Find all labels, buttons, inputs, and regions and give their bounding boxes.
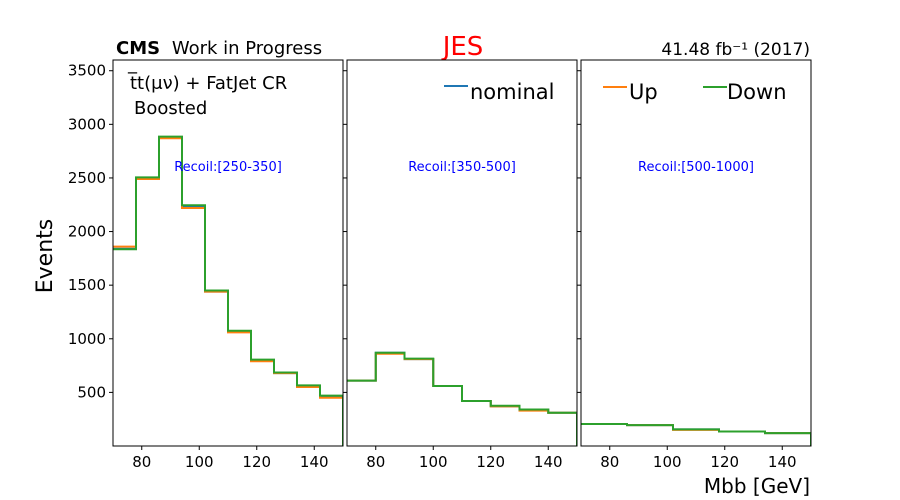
y-tick-label: 1000 <box>68 330 106 348</box>
y-tick-label: 1500 <box>68 276 106 294</box>
x-tick-label: 120 <box>710 453 739 471</box>
y-tick-label: 2000 <box>68 223 106 241</box>
panels: 500 1000 1500 2000 2500 3000 3500 80 100 120 140 Re… <box>68 59 812 471</box>
y-tick-label: 2500 <box>68 169 106 187</box>
x-tick-label: 100 <box>419 453 448 471</box>
series-down-line <box>113 135 343 446</box>
panel-3: 80 100 120 140 Recoil:[500-1000] <box>577 59 812 471</box>
x-tick-label: 100 <box>185 453 214 471</box>
series-down-line <box>347 351 577 446</box>
series-nominal-line <box>581 423 811 446</box>
y-tick-label: 3500 <box>68 62 106 80</box>
panel-1: 500 1000 1500 2000 2500 3000 3500 80 100 120 140 Re… <box>68 59 344 471</box>
lumi-label: 41.48 fb⁻¹ (2017) <box>661 40 810 60</box>
x-tick-label: 80 <box>600 453 619 471</box>
recoil-label: Recoil:[500-1000] <box>638 160 754 175</box>
x-tick-label: 80 <box>132 453 151 471</box>
x-tick-label: 140 <box>534 453 563 471</box>
process-annotation: t̅t(μν) + FatJet CR <box>127 72 287 94</box>
y-tick-label: 500 <box>77 383 106 401</box>
recoil-label: Recoil:[350-500] <box>408 160 516 175</box>
legend-nominal-label: nominal <box>470 80 554 104</box>
x-axis-label: Mbb [GeV] <box>704 474 810 498</box>
panel-frame <box>346 59 578 447</box>
x-tick-label: 140 <box>300 453 329 471</box>
recoil-label: Recoil:[250-350] <box>174 160 282 175</box>
x-tick-label: 120 <box>476 453 505 471</box>
legend: nominal Up Down <box>444 80 787 104</box>
chart-title: JES <box>441 32 484 62</box>
x-tick-label: 80 <box>366 453 385 471</box>
x-tick-label: 120 <box>242 453 271 471</box>
x-tick-label: 100 <box>653 453 682 471</box>
panel-frame <box>112 59 344 447</box>
cms-label: CMS Work in Progress <box>116 38 322 59</box>
series-down-line <box>581 423 811 446</box>
x-tick-label: 140 <box>768 453 797 471</box>
y-axis-label: Events <box>33 219 58 294</box>
legend-down-label: Down <box>727 80 787 104</box>
panel-2: 80 100 120 140 Recoil:[350-500] <box>343 59 578 471</box>
series-up-line <box>581 423 811 446</box>
y-tick-label: 3000 <box>68 115 106 133</box>
category-annotation: Boosted <box>134 98 207 119</box>
panel-frame <box>580 59 812 447</box>
legend-up-label: Up <box>629 80 658 104</box>
